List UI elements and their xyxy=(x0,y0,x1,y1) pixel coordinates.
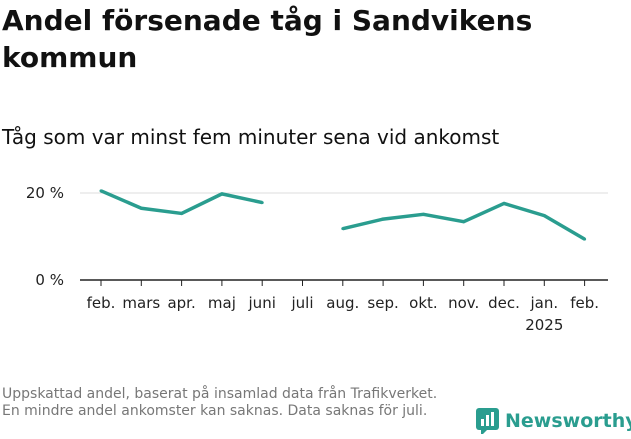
data-point xyxy=(260,201,264,205)
x-tick-label: feb. xyxy=(570,294,599,312)
data-point xyxy=(180,211,184,215)
series-line-segment xyxy=(100,189,263,216)
x-year-label: 2025 xyxy=(525,316,563,334)
data-point xyxy=(421,212,425,216)
x-tick-label: sep. xyxy=(367,294,398,312)
line-layer xyxy=(99,189,587,241)
label-layer: 0 % 20 % feb. mars apr. maj juni juli aug. sep. ok… xyxy=(26,184,599,334)
x-tick-label: nov. xyxy=(448,294,479,312)
y-tick-label: 20 % xyxy=(26,184,64,202)
footnote: Uppskattad andel, baserat på insamlad da… xyxy=(2,386,438,419)
x-tick-label: aug. xyxy=(326,294,359,312)
data-point xyxy=(381,217,385,221)
data-point xyxy=(220,192,224,196)
data-point xyxy=(462,220,466,224)
x-tick-label: feb. xyxy=(87,294,116,312)
brand-name: Newsworthy xyxy=(505,410,631,432)
x-tick-label: maj xyxy=(208,294,236,312)
brand-logo[interactable]: Newsworthy xyxy=(476,408,631,434)
y-tick-label: 0 % xyxy=(35,271,64,289)
data-point xyxy=(341,227,345,231)
x-tick-label: juni xyxy=(248,294,276,312)
axis-layer xyxy=(80,279,608,286)
x-tick-label: juli xyxy=(290,294,313,312)
data-point xyxy=(502,201,506,205)
line-chart: 0 % 20 % feb. mars apr. maj juni juli aug. sep. ok… xyxy=(26,184,608,334)
data-point xyxy=(542,214,546,218)
data-point xyxy=(99,189,103,193)
data-point xyxy=(139,206,143,210)
x-tick-label: okt. xyxy=(409,294,438,312)
x-tick-label: apr. xyxy=(167,294,195,312)
page-title: Andel försenade tåg i Sandvikens kommun xyxy=(2,4,533,74)
x-tick-label: mars xyxy=(122,294,160,312)
x-tick-label: dec. xyxy=(488,294,520,312)
bar-chart-icon xyxy=(476,408,499,434)
chart-subtitle: Tåg som var minst fem minuter sena vid a… xyxy=(2,125,500,149)
data-point xyxy=(583,237,587,241)
x-tick-label: jan. xyxy=(529,294,558,312)
